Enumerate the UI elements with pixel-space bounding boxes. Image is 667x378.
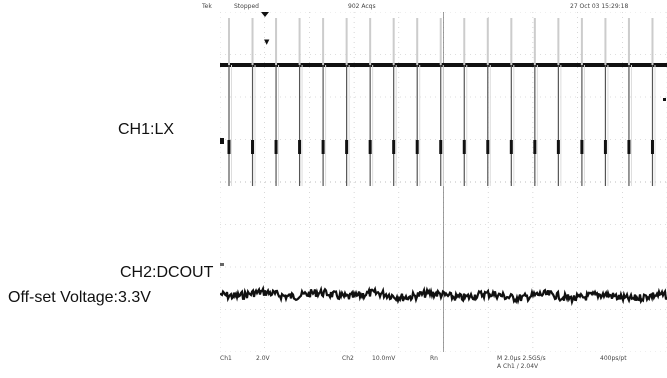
ch1-pulse-body bbox=[274, 140, 278, 154]
ch1-overshoot bbox=[322, 18, 325, 65]
ch1-ringing bbox=[466, 65, 468, 186]
graticule-and-traces: ▼ bbox=[220, 12, 667, 352]
ch1-overshoot bbox=[557, 18, 560, 65]
ch1-pulse-body bbox=[298, 140, 302, 154]
ch2-trace bbox=[220, 285, 667, 307]
ch1-pulse-body bbox=[227, 140, 231, 154]
ch1-scale-readout: 2.0V bbox=[256, 355, 270, 362]
ch1-ringing bbox=[630, 65, 632, 186]
ch1-ground-marker bbox=[220, 138, 224, 144]
ch1-pulse-body bbox=[533, 140, 537, 154]
ch1-ringing bbox=[419, 65, 421, 186]
ch1-overshoot bbox=[627, 18, 630, 65]
ch1-pulse-body bbox=[251, 140, 255, 154]
ch2-ground-marker bbox=[220, 263, 224, 266]
scope-brand: Tek bbox=[202, 3, 212, 10]
trigger-markers: ▼ bbox=[220, 12, 666, 266]
ch1-ringing bbox=[301, 65, 303, 186]
ch1-overshoot bbox=[580, 18, 583, 65]
ch1-ringing bbox=[348, 65, 350, 186]
ch1-pulse-body bbox=[650, 140, 654, 154]
trigger-point-marker: ▼ bbox=[264, 38, 270, 46]
ch1-readout: Ch1 bbox=[220, 355, 232, 362]
ch2-scale-readout: 10.0mV bbox=[372, 355, 396, 362]
ch2-waveform bbox=[220, 285, 667, 307]
ch1-overshoot bbox=[439, 18, 442, 65]
oscilloscope-screen: Tek Stopped 902 Acqs 27 Oct 03 15:29:18 … bbox=[200, 0, 667, 378]
ch1-pulse-body bbox=[321, 140, 325, 154]
acquisition-count: 902 Acqs bbox=[348, 3, 376, 10]
ch1-ringing bbox=[583, 65, 585, 186]
ch1-ringing bbox=[654, 65, 656, 186]
offset-voltage-label: Off-set Voltage:3.3V bbox=[8, 289, 151, 306]
ch1-pulse-body bbox=[462, 140, 466, 154]
ch1-pulse-body bbox=[580, 140, 584, 154]
ch1-overshoot bbox=[604, 18, 607, 65]
ch1-overshoot bbox=[298, 18, 301, 65]
ch1-pulse-body bbox=[439, 140, 443, 154]
sample-rate-readout: 400ps/pt bbox=[600, 355, 627, 362]
ch1-overshoot bbox=[486, 18, 489, 65]
ch1-pulse-body bbox=[345, 140, 349, 154]
ch1-ringing bbox=[372, 65, 374, 186]
ch1-ringing bbox=[442, 65, 444, 186]
ch1-ringing bbox=[560, 65, 562, 186]
ch2-label: CH2:DCOUT bbox=[120, 264, 214, 281]
ch1-ringing bbox=[536, 65, 538, 186]
ch1-trace bbox=[220, 18, 667, 186]
ch1-ringing bbox=[395, 65, 397, 186]
trigger-readout: A Ch1 / 2.04V bbox=[497, 363, 539, 370]
ch1-overshoot bbox=[510, 18, 513, 65]
ch1-overshoot bbox=[369, 18, 372, 65]
ch2-readout: Ch2 bbox=[342, 355, 354, 362]
ch1-overshoot bbox=[345, 18, 348, 65]
ch1-ringing bbox=[489, 65, 491, 186]
scope-status: Stopped bbox=[234, 3, 259, 10]
timebase-readout: M 2.0μs 2.5GS/s bbox=[497, 355, 546, 362]
ch1-pulse-body bbox=[603, 140, 607, 154]
ch1-overshoot bbox=[416, 18, 419, 65]
ch1-ringing bbox=[231, 65, 232, 186]
ch1-overshoot bbox=[275, 18, 278, 65]
ch1-pulse-body bbox=[415, 140, 419, 154]
trigger-position-marker bbox=[261, 12, 269, 17]
ch1-pulse-body bbox=[509, 140, 513, 154]
ch1-ringing bbox=[278, 65, 280, 186]
rn-readout: Rn bbox=[430, 355, 438, 362]
ch1-overshoot bbox=[463, 18, 466, 65]
ch1-overshoot bbox=[651, 18, 654, 65]
scope-datetime: 27 Oct 03 15:29:18 bbox=[570, 3, 629, 10]
ch1-overshoot bbox=[533, 18, 536, 65]
ch1-ringing bbox=[513, 65, 515, 186]
ch1-pulse-body bbox=[392, 140, 396, 154]
ch1-pulse-body bbox=[556, 140, 560, 154]
ch1-overshoot bbox=[228, 18, 230, 65]
trigger-level-marker bbox=[663, 98, 666, 101]
ch1-label: CH1:LX bbox=[118, 121, 175, 138]
ch1-ringing bbox=[254, 65, 256, 186]
ch1-overshoot bbox=[251, 18, 254, 65]
ch1-ringing bbox=[607, 65, 609, 186]
ch1-pulse-body bbox=[627, 140, 631, 154]
ch1-ringing bbox=[325, 65, 327, 186]
ch1-pulse-body bbox=[368, 140, 372, 154]
ch1-pulse-body bbox=[486, 140, 490, 154]
ch1-overshoot bbox=[392, 18, 395, 65]
